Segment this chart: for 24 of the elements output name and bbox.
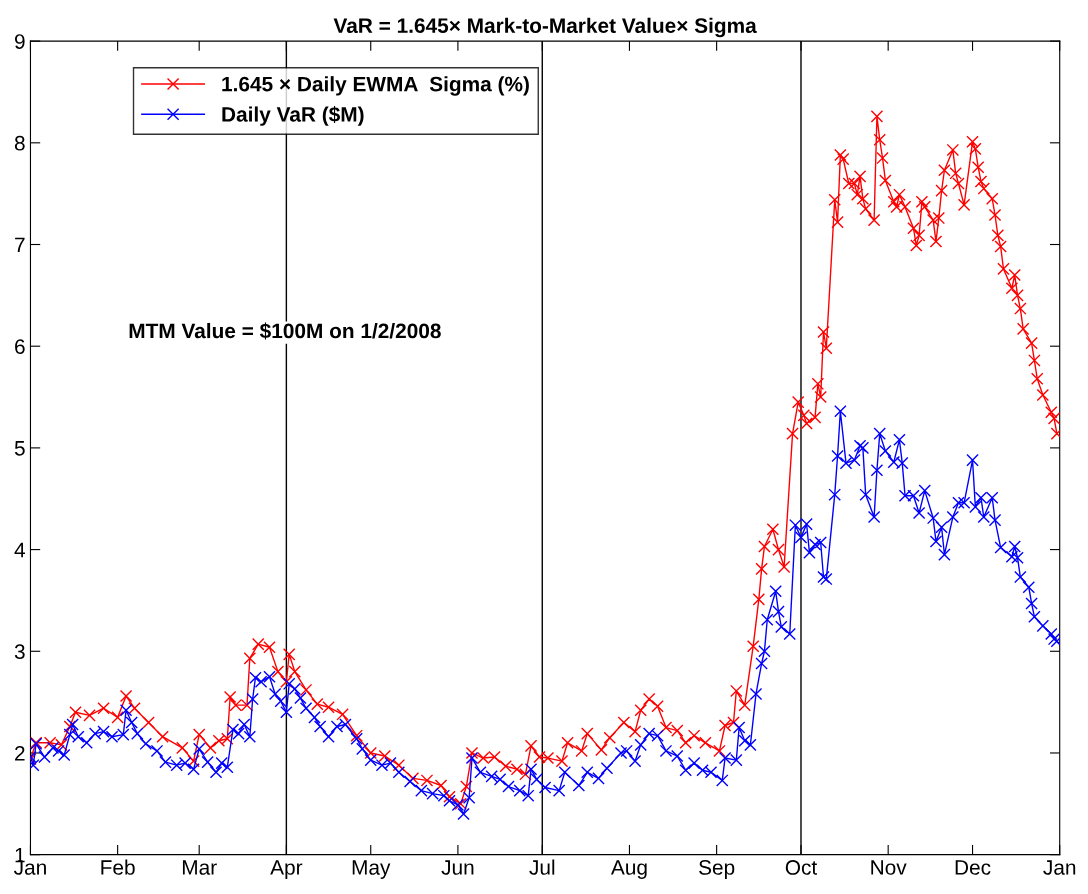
y-tick-label: 4	[14, 542, 25, 558]
y-tick-label: 3	[14, 644, 25, 660]
x-tick-label: Apr	[270, 860, 303, 879]
y-tick-label: 9	[14, 34, 25, 49]
legend-label: Daily VaR ($M)	[222, 106, 364, 126]
x-tick-label: Feb	[101, 859, 135, 875]
chart-title: VaR = 1.645× Mark-to-Market Value× Sigma	[333, 17, 757, 38]
x-tick-label: Dec	[955, 860, 991, 875]
legend-label: 1.645 × Daily EWMA Sigma (%)	[222, 76, 529, 96]
x-tick-label: Mar	[182, 860, 217, 875]
x-tick-label: Aug	[610, 860, 647, 879]
annotation: MTM Value = $100M on 1/2/2008	[129, 322, 441, 340]
y-tick-label: 8	[14, 135, 25, 151]
x-tick-label: Nov	[871, 860, 907, 875]
x-tick-label: Jan	[1043, 860, 1076, 875]
y-tick-label: 6	[15, 339, 25, 354]
y-tick-label: 5	[14, 441, 25, 456]
x-tick-label: May	[352, 860, 391, 879]
y-tick-label: 7	[15, 237, 25, 253]
x-tick-label: Sep	[699, 860, 735, 879]
x-tick-label: Jul	[529, 859, 555, 875]
x-tick-label: Jun	[441, 860, 474, 875]
x-tick-label: Oct	[785, 860, 818, 875]
y-tick-label: 2	[15, 745, 25, 761]
